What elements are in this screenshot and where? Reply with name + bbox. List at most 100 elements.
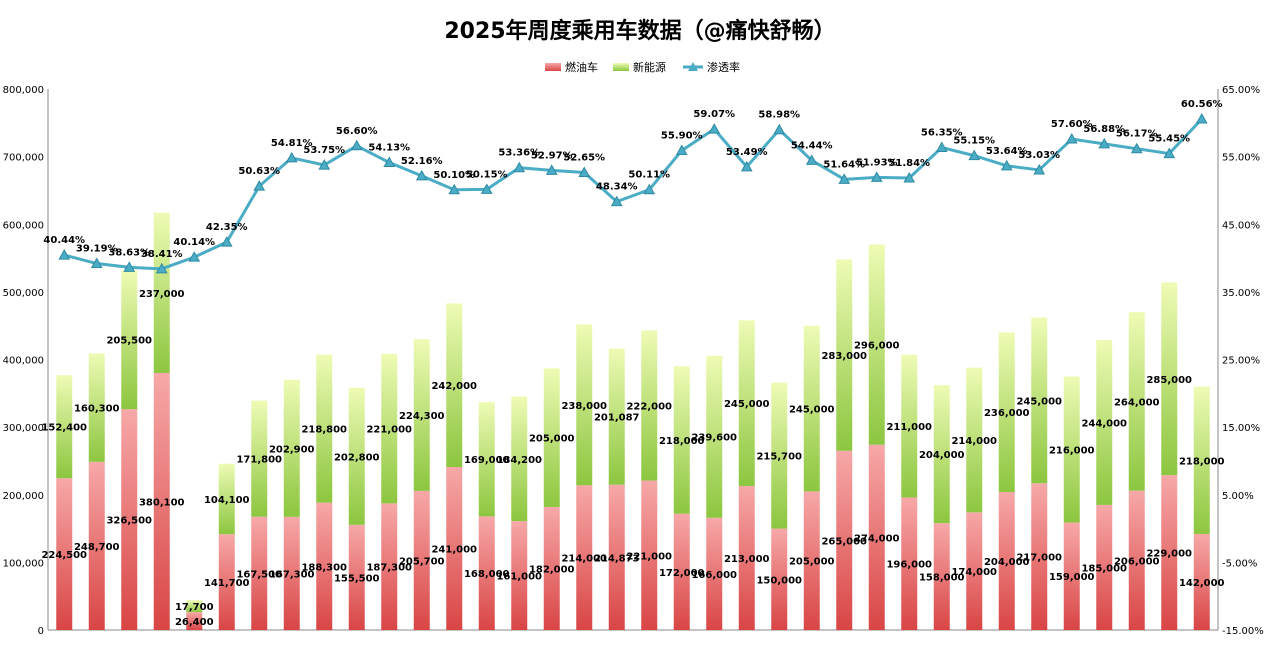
left-tick-label: 500,000 <box>3 288 44 299</box>
nev-data-label: 245,000 <box>724 399 770 410</box>
penetration-marker <box>90 257 103 269</box>
bar-fuel <box>1096 504 1113 630</box>
nev-data-label: 211,000 <box>886 422 932 433</box>
penetration-marker <box>1000 159 1013 171</box>
nev-data-label: 216,000 <box>1049 445 1095 456</box>
bar-fuel <box>608 484 625 630</box>
bar-fuel <box>251 516 268 630</box>
penetration-data-label: 50.15% <box>466 169 508 180</box>
nev-data-label: 283,000 <box>821 351 867 362</box>
penetration-data-label: 55.45% <box>1148 134 1190 145</box>
bar-nev <box>413 339 430 491</box>
penetration-data-label: 40.14% <box>173 237 215 248</box>
fuel-data-label: 172,000 <box>659 568 705 579</box>
bar-nev <box>1096 339 1113 505</box>
nev-data-label: 296,000 <box>854 341 900 352</box>
left-tick-label: 200,000 <box>3 491 44 502</box>
nev-data-label: 202,800 <box>334 452 380 463</box>
fuel-data-label: 159,000 <box>1049 572 1095 583</box>
bar-fuel <box>901 497 918 630</box>
nev-data-label: 214,000 <box>951 436 997 447</box>
penetration-data-label: 54.13% <box>368 143 410 154</box>
penetration-data-label: 53.03% <box>1018 150 1060 161</box>
fuel-data-label: 204,000 <box>984 557 1030 568</box>
bar-fuel <box>1193 533 1210 630</box>
left-tick-label: 0 <box>38 626 44 637</box>
bar-fuel <box>446 467 463 630</box>
nev-data-label: 184,200 <box>496 455 542 466</box>
penetration-marker <box>935 141 948 152</box>
fuel-data-label: 161,000 <box>496 572 542 583</box>
penetration-marker <box>1098 137 1111 149</box>
bar-fuel <box>966 512 983 630</box>
penetration-marker <box>383 156 396 168</box>
penetration-data-label: 48.34% <box>596 182 638 193</box>
penetration-data-label: 60.56% <box>1181 99 1223 110</box>
nev-data-label: 152,400 <box>41 423 87 434</box>
bar-fuel <box>316 502 333 630</box>
fuel-data-label: 196,000 <box>886 560 932 571</box>
fuel-data-label: 206,000 <box>1114 556 1160 567</box>
legend-label-fuel: 燃油车 <box>565 60 598 74</box>
fuel-data-label: 166,000 <box>691 570 737 581</box>
right-tick-label: -15.00% <box>1222 626 1264 637</box>
right-tick-label: 45.00% <box>1222 220 1260 231</box>
fuel-data-label: 205,000 <box>789 557 835 568</box>
nev-data-label: 242,000 <box>431 381 477 392</box>
bar-nev <box>966 367 983 513</box>
right-tick-label: 35.00% <box>1222 288 1260 299</box>
nev-data-label: 245,000 <box>1016 396 1062 407</box>
bar-nev <box>348 387 365 525</box>
penetration-data-label: 57.60% <box>1051 119 1093 130</box>
penetration-marker <box>838 173 851 184</box>
penetration-data-label: 38.63% <box>108 247 150 258</box>
right-tick-label: -5.00% <box>1222 558 1257 569</box>
nev-data-label: 221,000 <box>366 425 412 436</box>
fuel-data-label: 380,100 <box>139 497 185 508</box>
penetration-data-label: 39.19% <box>76 244 118 255</box>
bar-fuel <box>1063 522 1080 630</box>
penetration-marker <box>253 180 266 191</box>
bar-nev <box>543 368 560 507</box>
bar-nev <box>56 375 73 479</box>
fuel-data-label: 185,000 <box>1081 563 1127 574</box>
bar-nev <box>218 463 235 535</box>
fuel-data-label: 214,873 <box>594 553 640 564</box>
nev-data-label: 264,000 <box>1114 397 1160 408</box>
nev-data-label: 202,900 <box>269 444 315 455</box>
bar-nev <box>933 385 950 524</box>
bar-nev <box>803 325 820 492</box>
bar-nev <box>998 332 1015 493</box>
fuel-data-label: 213,000 <box>724 554 770 565</box>
bar-nev <box>771 382 788 529</box>
fuel-data-label: 167,500 <box>236 569 282 580</box>
bar-fuel <box>186 612 203 630</box>
fuel-data-label: 217,000 <box>1016 553 1062 564</box>
nev-data-label: 218,800 <box>301 425 347 436</box>
left-tick-label: 400,000 <box>3 356 44 367</box>
penetration-data-label: 52.16% <box>401 156 443 167</box>
penetration-marker <box>643 183 656 195</box>
penetration-marker <box>773 123 786 135</box>
nev-data-label: 239,600 <box>691 433 737 444</box>
penetration-marker <box>480 183 493 194</box>
penetration-data-label: 40.44% <box>43 235 85 246</box>
fuel-data-label: 141,700 <box>204 578 250 589</box>
penetration-marker <box>870 171 883 182</box>
fuel-data-label: 326,500 <box>106 516 152 527</box>
bar-nev <box>446 303 463 468</box>
penetration-data-label: 52.65% <box>563 153 605 164</box>
bar-fuel <box>868 444 885 630</box>
penetration-marker <box>1130 142 1143 154</box>
nev-data-label: 218,000 <box>1179 456 1225 467</box>
penetration-marker <box>578 166 591 178</box>
bar-fuel <box>543 506 560 630</box>
left-tick-label: 800,000 <box>3 85 44 96</box>
left-tick-label: 700,000 <box>3 153 44 164</box>
penetration-marker <box>513 161 526 173</box>
legend-label-nev: 新能源 <box>633 60 666 74</box>
bar-nev <box>608 348 625 485</box>
bar-nev <box>1128 312 1145 491</box>
fuel-data-label: 174,000 <box>951 567 997 578</box>
